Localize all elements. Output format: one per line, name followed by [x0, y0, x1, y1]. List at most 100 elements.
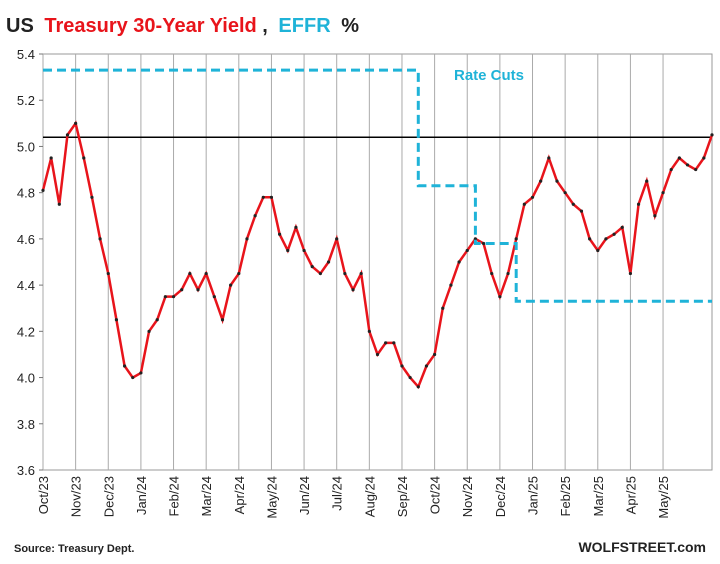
point	[490, 271, 494, 276]
point	[514, 237, 518, 241]
point	[188, 271, 192, 276]
title-part: US	[6, 15, 34, 37]
point	[180, 288, 184, 292]
point	[530, 195, 535, 199]
point	[498, 295, 502, 299]
point	[343, 271, 347, 276]
point	[424, 364, 429, 368]
point	[384, 341, 388, 345]
point	[318, 271, 322, 276]
x-tick-label: May/24	[264, 476, 279, 519]
y-tick-label: 4.8	[17, 186, 35, 201]
point	[596, 248, 600, 253]
series-line	[41, 120, 714, 390]
point	[579, 209, 584, 213]
point	[620, 225, 624, 229]
point	[237, 271, 241, 276]
point	[326, 260, 331, 264]
point	[41, 188, 45, 192]
point	[677, 156, 681, 160]
x-tick-label: Dec/24	[493, 476, 508, 517]
point	[114, 318, 119, 322]
point	[155, 318, 159, 322]
point	[122, 364, 127, 368]
point	[261, 195, 265, 199]
point	[661, 191, 665, 195]
point	[204, 271, 208, 276]
point	[106, 271, 110, 276]
title-part: %	[341, 15, 359, 37]
point	[702, 156, 706, 160]
x-tick-label: Feb/25	[558, 476, 573, 516]
point	[522, 202, 526, 206]
x-tick-label: Mar/24	[199, 476, 214, 516]
point	[269, 195, 274, 199]
point	[171, 295, 176, 299]
x-tick-label: Feb/24	[167, 476, 182, 516]
x-tick-label: Jul/24	[330, 476, 345, 511]
point	[253, 214, 257, 218]
point	[506, 271, 510, 276]
y-tick-label: 4.0	[17, 371, 35, 386]
point	[65, 133, 70, 137]
point	[229, 283, 233, 287]
point	[473, 237, 478, 241]
point	[351, 288, 355, 292]
point	[335, 237, 339, 241]
point	[90, 195, 94, 199]
x-tick-label: Apr/25	[623, 476, 638, 514]
x-tick-label: Jun/24	[297, 476, 312, 515]
x-tick-label: Sep/24	[395, 476, 410, 517]
x-tick-label: May/25	[656, 476, 671, 519]
point	[74, 121, 78, 125]
point	[628, 271, 633, 276]
point	[302, 248, 306, 253]
annotation: Rate Cuts	[454, 67, 524, 84]
point	[563, 191, 567, 195]
credit: WOLFSTREET.com	[578, 539, 706, 555]
source: Source: Treasury Dept.	[14, 543, 134, 555]
point	[547, 156, 551, 160]
point	[310, 265, 314, 269]
point	[481, 241, 486, 246]
x-tick-label: Mar/25	[591, 476, 606, 516]
plot-frame	[42, 53, 713, 471]
point	[277, 232, 282, 236]
point	[147, 329, 151, 333]
y-tick-label: 4.2	[17, 324, 35, 339]
y-tick-label: 4.6	[17, 232, 35, 247]
title-series: Treasury 30-Year Yield	[44, 15, 256, 37]
y-tick-label: 5.4	[17, 47, 35, 62]
point	[465, 248, 469, 253]
x-tick-label: Nov/24	[460, 476, 475, 517]
point	[694, 167, 698, 172]
point	[669, 167, 673, 172]
point	[49, 156, 53, 160]
point	[392, 341, 396, 345]
y-tick-label: 3.8	[17, 417, 35, 432]
point	[400, 364, 404, 368]
point	[408, 375, 412, 380]
title-series: EFFR	[278, 15, 331, 37]
y-tick-label: 3.6	[17, 463, 35, 478]
x-tick-label: Apr/24	[232, 476, 247, 514]
point	[449, 283, 453, 287]
point	[416, 385, 420, 389]
point	[212, 295, 216, 299]
point	[645, 179, 649, 183]
x-tick-label: Oct/24	[428, 476, 443, 514]
point	[433, 352, 437, 357]
point	[441, 306, 445, 310]
y-tick-label: 4.4	[17, 278, 35, 293]
point	[588, 237, 592, 241]
point	[555, 179, 559, 183]
series-line	[43, 68, 712, 303]
point	[653, 214, 657, 218]
point	[57, 202, 61, 206]
y-tick-label: 5.0	[17, 139, 35, 154]
point	[685, 163, 690, 167]
point	[367, 329, 371, 333]
point	[286, 248, 290, 253]
point	[220, 318, 225, 322]
